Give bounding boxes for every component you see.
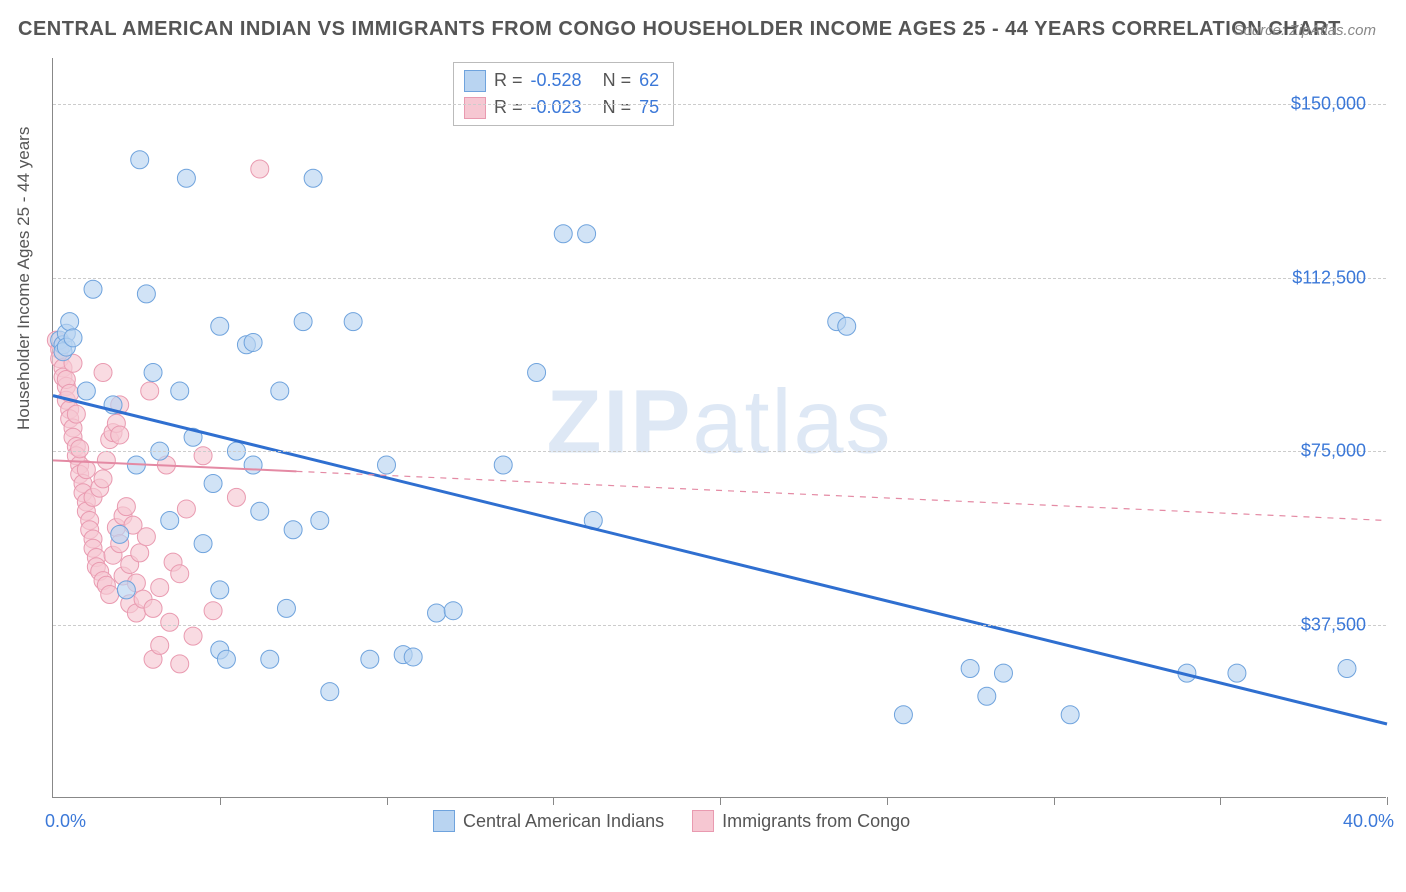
x-tick <box>553 797 554 805</box>
bottom-legend: Central American Indians Immigrants from… <box>433 810 910 832</box>
x-tick <box>387 797 388 805</box>
x-tick <box>220 797 221 805</box>
y-axis-tick-label: $37,500 <box>1301 614 1366 635</box>
gridline <box>53 451 1386 452</box>
legend-label-b: Immigrants from Congo <box>722 811 910 832</box>
legend-label-a: Central American Indians <box>463 811 664 832</box>
y-axis-tick-label: $150,000 <box>1291 94 1366 115</box>
r-label: R = <box>494 67 523 94</box>
stats-legend-box: R = -0.528 N = 62 R = -0.023 N = 75 <box>453 62 674 126</box>
chart-title: CENTRAL AMERICAN INDIAN VS IMMIGRANTS FR… <box>18 18 1341 41</box>
legend-item-b: Immigrants from Congo <box>692 810 910 832</box>
source-label: Source: ZipAtlas.com <box>1233 22 1376 39</box>
y-axis-tick-label: $112,500 <box>1292 267 1366 288</box>
y-axis-label: Householder Income Ages 25 - 44 years <box>14 127 34 430</box>
x-axis-start-label: 0.0% <box>45 811 86 832</box>
chart-plot-area: ZIPatlas R = -0.528 N = 62 R = -0.023 N … <box>52 58 1386 798</box>
y-axis-tick-label: $75,000 <box>1301 441 1366 462</box>
x-tick <box>887 797 888 805</box>
x-tick <box>1387 797 1388 805</box>
gridline <box>53 278 1386 279</box>
gridline <box>53 625 1386 626</box>
r-value-b: -0.023 <box>531 94 582 121</box>
swatch-a-icon <box>433 810 455 832</box>
swatch-a <box>464 70 486 92</box>
n-label: N = <box>603 94 632 121</box>
x-tick <box>720 797 721 805</box>
swatch-b-icon <box>692 810 714 832</box>
n-value-b: 75 <box>639 94 659 121</box>
n-value-a: 62 <box>639 67 659 94</box>
r-value-a: -0.528 <box>531 67 582 94</box>
x-axis-end-label: 40.0% <box>1343 811 1394 832</box>
stats-row-a: R = -0.528 N = 62 <box>464 67 659 94</box>
legend-item-a: Central American Indians <box>433 810 664 832</box>
x-tick <box>1220 797 1221 805</box>
scatter-plot-svg <box>53 58 1386 797</box>
x-tick <box>1054 797 1055 805</box>
stats-row-b: R = -0.023 N = 75 <box>464 94 659 121</box>
gridline <box>53 104 1386 105</box>
r-label: R = <box>494 94 523 121</box>
n-label: N = <box>603 67 632 94</box>
swatch-b <box>464 97 486 119</box>
